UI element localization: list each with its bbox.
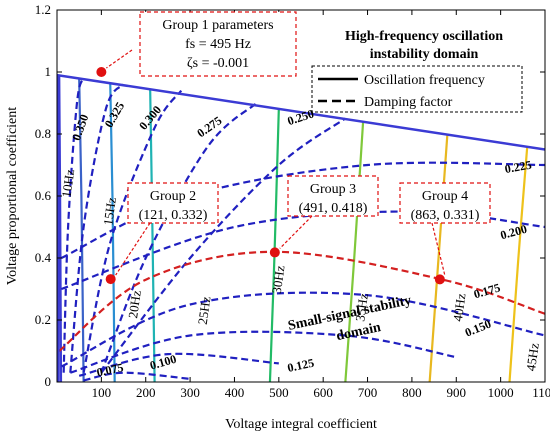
stability-boundary — [57, 73, 545, 151]
y-tick-label-2: 0.4 — [35, 250, 52, 265]
annotation-box-4 — [399, 182, 491, 224]
y-tick-label-3: 0.6 — [35, 188, 52, 203]
x-tick-label-6: 700 — [358, 385, 378, 400]
damping-label-8: 0.150 — [463, 317, 493, 340]
frequency-contour-1 — [78, 78, 85, 382]
axes: 1002003004005006007008009001000110000.20… — [5, 2, 550, 432]
y-tick-label-4: 0.8 — [35, 126, 51, 141]
y-tick-label-5: 1 — [45, 64, 52, 79]
x-tick-label-4: 500 — [269, 385, 289, 400]
x-tick-label-5: 600 — [313, 385, 333, 400]
annotation-text-1-2: ζs = -0.001 — [187, 56, 249, 71]
x-tick-label-7: 800 — [402, 385, 422, 400]
legend-title-line2: instability domain — [370, 47, 479, 62]
annotation-2: Group 2 (121, 0.332) — [115, 182, 219, 276]
damping-contour-4 — [100, 117, 346, 374]
annotation-layer: 10Hz 15Hz 20Hz 25Hz 30Hz 35Hz 40Hz 45Hz 0.350 0.3… — [59, 11, 542, 380]
x-tick-label-1: 200 — [136, 385, 156, 400]
annotation-arrow-4 — [431, 222, 446, 276]
frequency-contour-2 — [109, 82, 116, 382]
damping-label-3: 0.275 — [194, 113, 224, 140]
y-tick-label-1: 0.2 — [35, 312, 51, 327]
damping-label-7: 0.175 — [472, 280, 502, 301]
contour-labels: 10Hz 15Hz 20Hz 25Hz 30Hz 35Hz 40Hz 45Hz 0.350 0.3… — [59, 100, 542, 380]
damping-label-10: 0.100 — [148, 352, 178, 373]
legend-label-0: Oscillation frequency — [364, 73, 485, 88]
annotation-arrow-2 — [115, 222, 151, 276]
frequency-contour-7 — [508, 146, 529, 382]
annotation-text-2-1: (121, 0.332) — [139, 208, 208, 223]
x-tick-label-8: 900 — [447, 385, 467, 400]
annotation-text-3-1: (491, 0.418) — [299, 201, 368, 216]
annotation-text-2-0: Group 2 — [150, 189, 196, 204]
damping-label-1: 0.325 — [102, 100, 128, 130]
annotation-box-1 — [139, 11, 297, 77]
damping-contour-9 — [69, 330, 457, 374]
frequency-label-2: 20Hz — [125, 289, 144, 319]
group-point-2 — [105, 274, 116, 285]
annotation-arrow-3 — [279, 215, 313, 249]
damping-contour-10 — [78, 352, 279, 377]
x-tick-label-3: 400 — [225, 385, 245, 400]
legend-title-line1: High-frequency oscillation — [345, 29, 503, 44]
frequency-label-6: 40Hz — [450, 292, 469, 322]
annotation-text-3-0: Group 3 — [310, 182, 356, 197]
damping-label-9: 0.125 — [286, 356, 315, 375]
annotation-box-2 — [127, 182, 219, 224]
annotation-3: Group 3 (491, 0.418) — [279, 175, 379, 249]
group-point-3 — [269, 247, 280, 258]
annotation-arrow-1 — [106, 49, 133, 69]
contour-layer — [57, 73, 545, 382]
y-tick-label-6: 1.2 — [35, 2, 51, 17]
annotation-4: Group 4 (863, 0.331) — [399, 182, 491, 276]
x-axis-label: Voltage integral coefficient — [225, 417, 377, 432]
frequency-label-7: 45Hz — [523, 342, 542, 372]
damping-contour-3 — [100, 102, 258, 374]
annotation-text-1-1: fs = 495 Hz — [185, 37, 251, 52]
damping-label-11: 0.075 — [95, 360, 124, 379]
damping-contour-5 — [60, 161, 545, 259]
frequency-contour-5 — [344, 121, 365, 382]
x-tick-label-2: 300 — [180, 385, 200, 400]
y-axis-label: Voltage proportional coefficient — [5, 107, 20, 285]
damping-label-6: 0.200 — [499, 222, 529, 243]
frequency-label-5: 35Hz — [352, 292, 371, 322]
damping-label-5: 0.225 — [504, 158, 533, 176]
frequency-label-1: 15Hz — [100, 196, 119, 226]
frequency-label-4: 30Hz — [269, 264, 288, 294]
y-tick-label-0: 0 — [45, 374, 52, 389]
group-point-4 — [434, 274, 445, 285]
frequency-contour-3 — [149, 89, 156, 382]
legend: High-frequency oscillation instability do… — [311, 29, 523, 113]
damping-contour-11 — [83, 371, 191, 382]
region-label-line2: domain — [335, 320, 382, 344]
x-tick-label-0: 100 — [92, 385, 112, 400]
frequency-contour-4 — [268, 109, 280, 382]
annotation-text-4-0: Group 4 — [422, 189, 468, 204]
legend-box — [311, 65, 523, 113]
frequency-label-0: 10Hz — [59, 168, 78, 198]
frequency-label-3: 25Hz — [195, 295, 214, 325]
annotation-text-1-0: Group 1 parameters — [162, 18, 273, 33]
annotation-1: Group 1 parameters fs = 495 Hz ζs = -0.001 — [106, 11, 297, 77]
legend-label-1: Damping factor — [364, 95, 453, 110]
annotation-box-3 — [287, 175, 379, 217]
annotation-text-4-1: (863, 0.331) — [411, 208, 480, 223]
damping-contour-8 — [60, 291, 545, 368]
damping-label-0: 0.350 — [69, 112, 91, 142]
group-point-1 — [96, 67, 107, 77]
damping-contour-2 — [82, 89, 183, 373]
x-tick-label-9: 1000 — [488, 385, 514, 400]
frequency-contour-6 — [428, 133, 449, 382]
